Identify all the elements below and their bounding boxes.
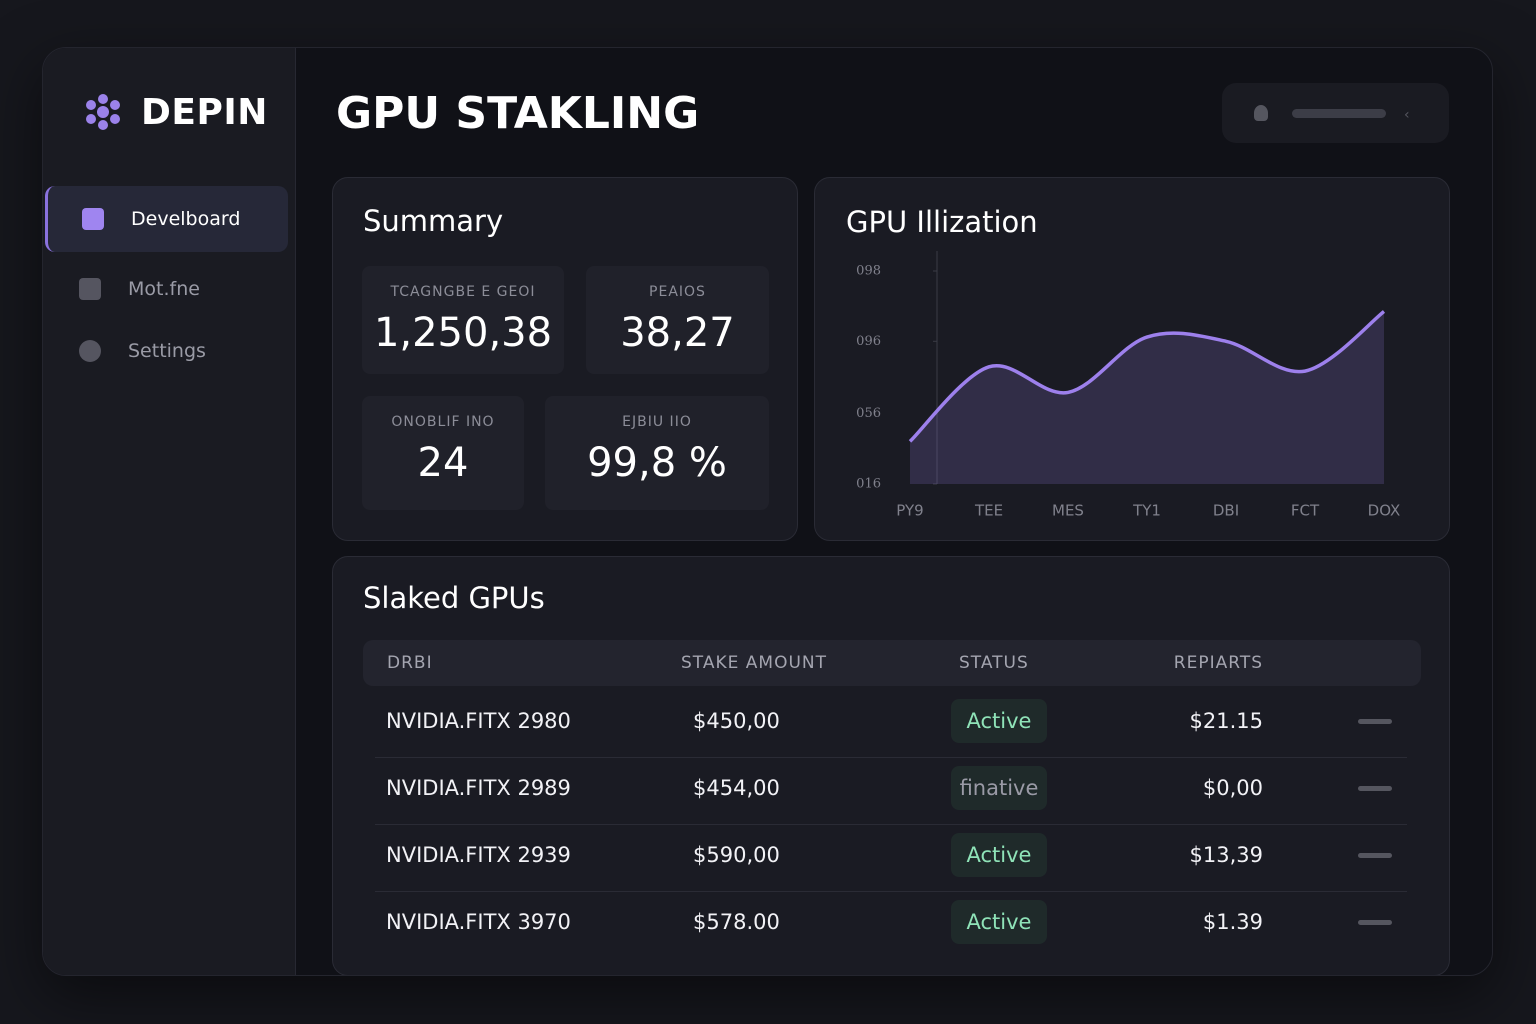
row-action[interactable] [1358, 786, 1392, 791]
chart-panel: GPU Illization 016 056 096 098 PY9 TEE MES TY1 D… [814, 177, 1450, 541]
stake-cell: $450,00 [693, 709, 780, 733]
rewards-cell: $0,00 [1202, 776, 1263, 800]
stat-value: 99,8 % [587, 440, 727, 486]
status-badge: Active [951, 900, 1047, 944]
y-tick-label: 098 [856, 264, 881, 279]
stake-cell: $578.00 [693, 910, 780, 934]
row-action[interactable] [1358, 920, 1392, 925]
column-header: REPIARTS [1173, 653, 1263, 673]
brand: DEPIN [141, 92, 268, 133]
sidebar: DEPIN Develboard Mot.fne Settings [43, 48, 296, 975]
line [908, 310, 1386, 443]
x-tick-label: DBI [1213, 502, 1239, 520]
x-tick-label: TY1 [1132, 502, 1161, 520]
summary-panel: Summary TCAGNGBE E GEOI 1,250,38 PEAIOS 38… [332, 177, 798, 541]
device-cell: NVIDIA.FITX 2980 [386, 709, 571, 733]
panel-title: Slaked GPUs [363, 581, 545, 615]
rewards-cell: $1.39 [1202, 910, 1263, 934]
status-badge: Active [951, 699, 1047, 743]
stat-label: TCAGNGBE E GEOI [390, 284, 536, 300]
stat-value: 38,27 [620, 310, 735, 356]
stat-card: EJBIU IIO 99,8 % [545, 396, 769, 510]
row-divider [375, 757, 1407, 758]
y-tick-label: 056 [856, 406, 881, 421]
stat-label: PEAIOS [649, 284, 706, 300]
table-header [363, 640, 1421, 686]
stake-cell: $454,00 [693, 776, 780, 800]
panel-title: Summary [363, 204, 504, 238]
stat-card: PEAIOS 38,27 [586, 266, 769, 374]
row-divider [375, 891, 1407, 892]
logo [86, 94, 120, 130]
stat-label: ONOBLIF INO [391, 414, 495, 430]
y-tick-label: 096 [856, 334, 881, 349]
status-badge: Active [951, 833, 1047, 877]
y-tick-label: 016 [856, 477, 881, 492]
row-divider [375, 824, 1407, 825]
status-badge: finative [951, 766, 1047, 810]
nav-label: Mot.fne [128, 278, 200, 300]
rewards-cell: $21.15 [1189, 709, 1263, 733]
x-tick-label: FCT [1291, 502, 1320, 520]
app-window: DEPIN Develboard Mot.fne Settings GPU ST… [42, 47, 1493, 976]
x-tick-label: MES [1052, 502, 1084, 520]
nav-label: Develboard [131, 208, 241, 230]
column-header: STATUS [959, 653, 1029, 673]
nav-item[interactable]: Mot.fne [45, 256, 285, 322]
area [910, 311, 1384, 484]
stat-value: 1,250,38 [373, 310, 553, 356]
column-header: STAKE AMOUNT [681, 653, 827, 673]
table-panel: Slaked GPUs DRBI STAKE AMOUNT STATUS REPIAR… [332, 556, 1450, 975]
column-header: DRBI [387, 653, 433, 673]
stake-cell: $590,00 [693, 843, 780, 867]
chart-title: GPU Illization [846, 205, 1038, 239]
row-action[interactable] [1358, 853, 1392, 858]
row-action[interactable] [1358, 719, 1392, 724]
page-title: GPU STAKLING [336, 88, 700, 139]
device-cell: NVIDIA.FITX 2989 [386, 776, 571, 800]
chart: GPU Illization 016 056 096 098 PY9 TEE MES TY1 D… [846, 205, 1401, 520]
nav-item[interactable]: Develboard [45, 186, 288, 252]
device-cell: NVIDIA.FITX 3970 [386, 910, 571, 934]
nav-label: Settings [128, 340, 206, 362]
table: DRBI STAKE AMOUNT STATUS REPIARTS NVIDIA.FIT… [333, 557, 1449, 975]
x-tick-label: DOX [1368, 502, 1401, 520]
account-button[interactable]: ‹ [1222, 83, 1449, 143]
stat-value: 24 [417, 440, 469, 486]
stat-label: EJBIU IIO [622, 414, 692, 430]
rewards-cell: $13,39 [1189, 843, 1263, 867]
nav-item[interactable]: Settings [45, 318, 285, 384]
device-cell: NVIDIA.FITX 2939 [386, 843, 571, 867]
stat-card: TCAGNGBE E GEOI 1,250,38 [362, 266, 564, 374]
x-tick-label: TEE [974, 502, 1003, 520]
stat-card: ONOBLIF INO 24 [362, 396, 524, 510]
x-tick-label: PY9 [896, 502, 923, 520]
